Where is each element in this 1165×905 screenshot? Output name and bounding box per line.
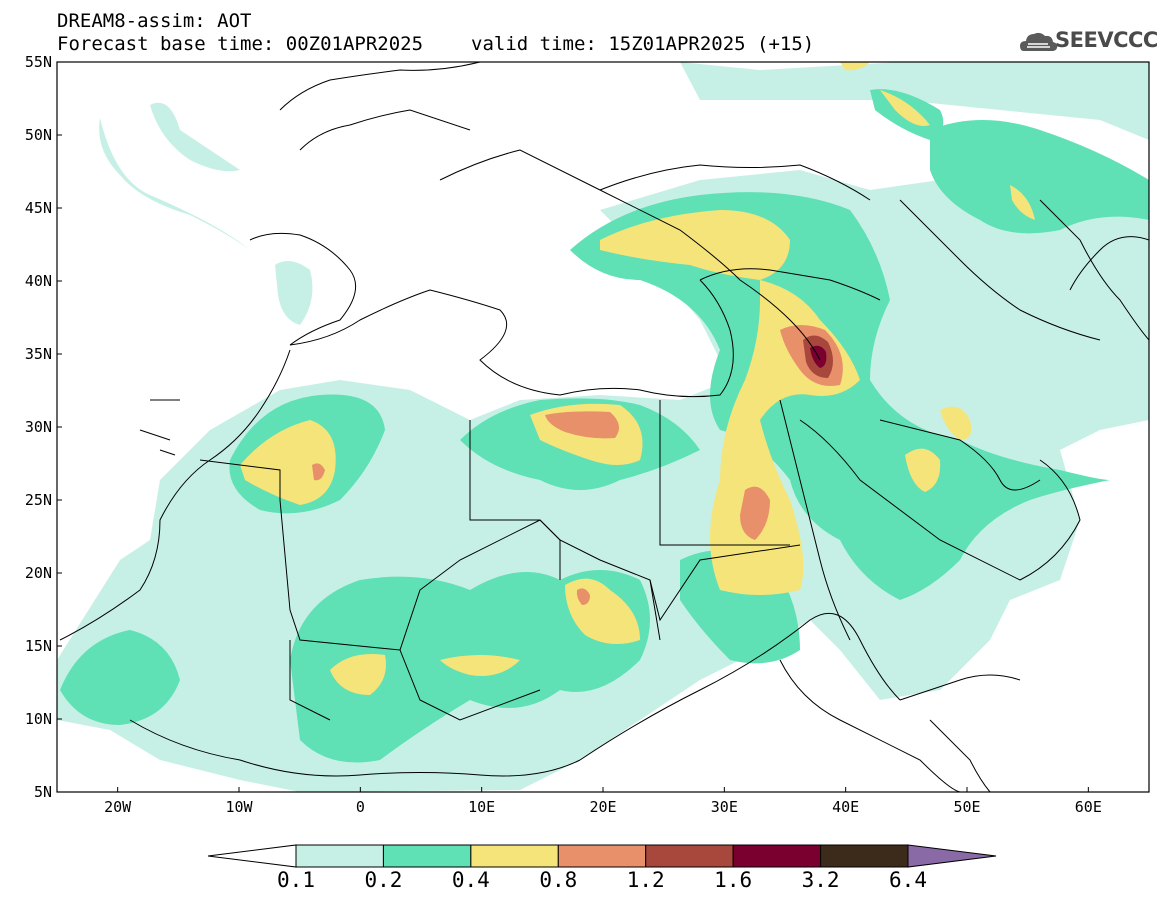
colorbar-label: 3.2: [801, 868, 840, 892]
lat-label: 10N: [25, 710, 52, 728]
colorbar-swatch: [382, 844, 472, 868]
colorbar-low-arrow: [207, 844, 297, 868]
logo-text: SEEVCCC: [1055, 28, 1158, 52]
lat-label: 15N: [25, 637, 52, 655]
colorbar-swatch: [295, 844, 384, 868]
colorbar-label: 1.2: [626, 868, 665, 892]
colorbar-swatch: [645, 844, 734, 868]
colorbar-high-arrow: [907, 844, 997, 868]
colorbar-swatch: [470, 844, 559, 868]
lon-label: 50E: [953, 798, 980, 816]
latitude-axis: 55N 50N 45N 40N 35N 30N 25N 20N 15N 10N 5N: [25, 53, 62, 801]
colorbar-swatch: [732, 844, 822, 868]
lon-label: 60E: [1075, 798, 1102, 816]
colorbar-label: 0.2: [364, 868, 403, 892]
lon-label: 20E: [589, 798, 616, 816]
lat-label: 30N: [25, 418, 52, 436]
aot-contours: [57, 62, 1149, 792]
base-time: Forecast base time: 00Z01APR2025: [57, 33, 424, 55]
lon-label: 10W: [225, 798, 253, 816]
colorbar-label: 0.1: [277, 868, 315, 892]
lat-label: 20N: [25, 564, 52, 582]
valid-time: valid time: 15Z01APR2025 (+15): [471, 33, 815, 55]
lon-label: 40E: [832, 798, 859, 816]
colorbar-swatch: [557, 844, 647, 868]
colorbar-label: 0.8: [539, 868, 578, 892]
aot-level-0.8: [312, 325, 843, 605]
lon-label: 20W: [104, 798, 132, 816]
aot-level-0.2: [60, 89, 1149, 763]
colorbar: [207, 844, 997, 868]
lat-label: 25N: [25, 491, 52, 509]
colorbar-label: 6.4: [889, 868, 927, 892]
coastlines: [59, 62, 1149, 792]
lon-label: 30E: [711, 798, 738, 816]
colorbar-label: 0.4: [451, 868, 490, 892]
time-info: Forecast base time: 00Z01APR2025 valid ti…: [57, 34, 814, 54]
lat-label: 40N: [25, 272, 52, 290]
lat-label: 55N: [25, 53, 52, 71]
lat-label: 35N: [25, 345, 52, 363]
colorbar-swatch: [820, 844, 909, 868]
lat-label: 45N: [25, 199, 52, 217]
cloud-icon: [1020, 32, 1058, 51]
lon-label: 0: [356, 798, 365, 816]
lat-label: 50N: [25, 126, 52, 144]
longitude-axis: 20W 10W 0 10E 20E 30E 40E 50E 60E: [104, 787, 1102, 816]
colorbar-label: 1.6: [714, 868, 753, 892]
lat-label: 5N: [34, 783, 52, 801]
map-title: DREAM8-assim: AOT: [57, 10, 252, 32]
lon-label: 10E: [468, 798, 495, 816]
